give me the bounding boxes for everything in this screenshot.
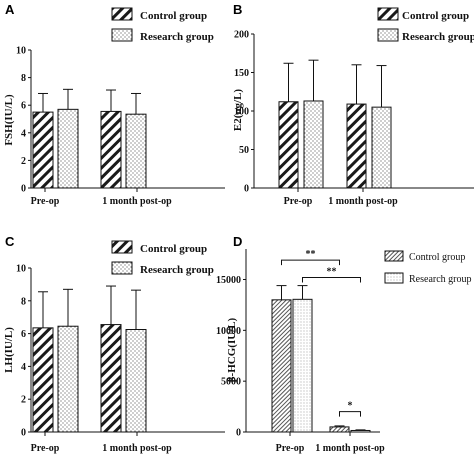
y-tick-label: 6 [21, 101, 26, 112]
y-tick-label: 200 [234, 30, 249, 41]
significance-bracket [302, 276, 361, 283]
bar [346, 103, 367, 189]
legend-swatch [111, 28, 133, 42]
y-tick-label: 2 [21, 395, 26, 406]
significance-label: * [348, 401, 353, 412]
legend-label: Control group [409, 252, 465, 263]
y-tick-label: 4 [21, 128, 26, 139]
legend-label: Research group [409, 274, 471, 285]
legend-label: Research group [140, 31, 214, 43]
legend-label: Control group [402, 10, 469, 22]
y-tick-label: 15000 [216, 275, 241, 286]
bar [32, 327, 54, 433]
x-tick-label: 1 month post-op [102, 443, 172, 454]
bar [329, 426, 350, 433]
y-axis-label: β-HCG(IU/L) [226, 317, 238, 382]
bar [32, 111, 54, 189]
y-tick-label: 10000 [216, 326, 241, 337]
y-tick-label: 100 [234, 107, 249, 118]
bar [278, 101, 299, 189]
chart-panel-c: 0 2 4 6 8 10 LH(IU/L) Pre-op 1 month post-op Cont… [3, 240, 225, 454]
bar [350, 429, 371, 433]
legend-swatch [377, 28, 399, 42]
y-tick-label: 8 [21, 73, 26, 84]
y-tick-label: 2 [21, 156, 26, 167]
legend-swatch [111, 240, 133, 254]
x-tick-label: Pre-op [31, 443, 60, 454]
y-axis-label: FSH(IU/L) [3, 94, 15, 146]
y-tick-label: 0 [21, 428, 26, 439]
bar [100, 324, 122, 433]
chart-panel-d: 0 5000 10000 15000 β-HCG(IU/L) Pre-op 1 month … [216, 249, 471, 454]
legend-swatch [384, 250, 404, 262]
y-tick-label: 4 [21, 362, 26, 373]
panel-letter-b: B [233, 2, 242, 17]
y-tick-label: 5000 [221, 377, 241, 388]
bar [303, 100, 324, 189]
legend-swatch [111, 261, 133, 275]
chart-panel-a: 0 2 4 6 8 10 FSH(IU/L) Pre-op 1 month post-op Con… [3, 7, 225, 207]
legend-label: Control group [140, 243, 207, 255]
legend-label: Research group [140, 264, 214, 276]
significance-label: ** [306, 249, 316, 260]
x-tick-label: 1 month post-op [102, 196, 172, 207]
x-tick-label: Pre-op [276, 443, 305, 454]
y-tick-label: 150 [234, 68, 249, 79]
legend-label: Research group [402, 31, 474, 43]
bar [125, 113, 147, 189]
bar [100, 110, 122, 189]
bar [292, 298, 313, 433]
legend-label: Control group [140, 10, 207, 22]
x-tick-label: Pre-op [284, 196, 313, 207]
y-tick-label: 10 [16, 264, 26, 275]
bar [57, 325, 79, 433]
panel-letter-d: D [233, 234, 242, 249]
bar [271, 299, 292, 433]
panel-letter-a: A [5, 2, 15, 17]
y-tick-label: 50 [239, 145, 249, 156]
legend-swatch [111, 7, 133, 21]
x-tick-label: 1 month post-op [328, 196, 398, 207]
x-tick-label: 1 month post-op [315, 443, 385, 454]
y-axis-label: E2(ng/L) [232, 89, 244, 132]
chart-panel-b: 0 50 100 150 200 E2(ng/L) Pre-op 1 month post-o… [232, 7, 474, 207]
panel-letter-c: C [5, 234, 15, 249]
legend-swatch [377, 7, 399, 21]
bar [125, 329, 147, 433]
y-axis-label: LH(IU/L) [3, 327, 15, 373]
x-tick-label: Pre-op [31, 196, 60, 207]
y-tick-label: 8 [21, 296, 26, 307]
bar [371, 106, 392, 189]
bar [57, 108, 79, 189]
significance-label: ** [327, 266, 337, 277]
y-tick-label: 0 [236, 428, 241, 439]
significance-bracket [339, 411, 361, 417]
y-tick-label: 0 [21, 184, 26, 195]
y-tick-label: 6 [21, 329, 26, 340]
significance-bracket [281, 259, 340, 266]
legend-swatch [384, 272, 404, 284]
y-tick-label: 10 [16, 46, 26, 57]
y-tick-label: 0 [244, 184, 249, 195]
